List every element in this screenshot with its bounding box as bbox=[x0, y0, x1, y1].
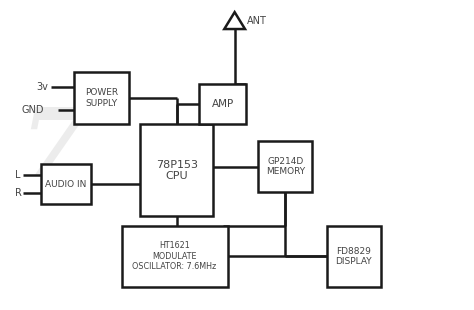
Polygon shape bbox=[224, 12, 245, 29]
Bar bbox=[327, 226, 381, 287]
Bar bbox=[258, 141, 312, 192]
Text: AMP: AMP bbox=[212, 99, 234, 109]
Bar bbox=[41, 164, 91, 204]
Text: ANT: ANT bbox=[246, 16, 266, 26]
Bar bbox=[199, 84, 246, 124]
Text: 3v: 3v bbox=[36, 82, 48, 92]
Bar bbox=[140, 124, 213, 216]
Text: FD8829
DISPLAY: FD8829 DISPLAY bbox=[335, 247, 372, 266]
Text: GND: GND bbox=[21, 105, 44, 115]
Text: L: L bbox=[15, 170, 20, 180]
Text: R: R bbox=[15, 188, 21, 198]
Text: GP214D
MEMORY: GP214D MEMORY bbox=[266, 157, 305, 176]
Text: HT1621
MODULATE
OSCILLATOR: 7.6MHz: HT1621 MODULATE OSCILLATOR: 7.6MHz bbox=[132, 241, 217, 271]
Text: AUDIO IN: AUDIO IN bbox=[46, 180, 87, 189]
Bar bbox=[121, 226, 228, 287]
Text: POWER
SUPPLY: POWER SUPPLY bbox=[85, 88, 118, 108]
Text: 7: 7 bbox=[20, 104, 86, 194]
Text: 78P153
CPU: 78P153 CPU bbox=[156, 160, 198, 181]
Bar bbox=[74, 72, 128, 124]
